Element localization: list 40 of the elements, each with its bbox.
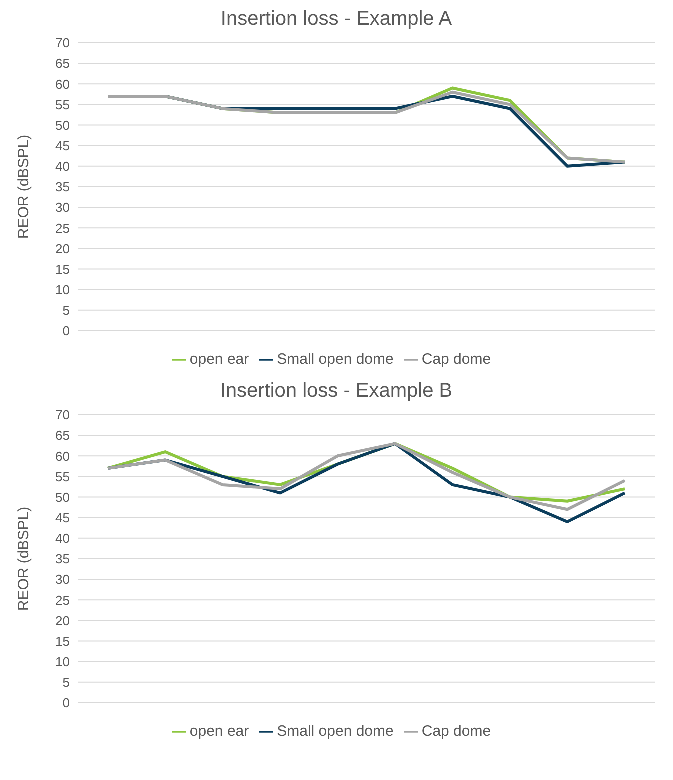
legend-label: Cap dome — [422, 351, 492, 368]
chart-title: Insertion loss - Example A — [220, 8, 452, 30]
y-tick-label: 55 — [56, 469, 70, 484]
y-tick-label: 70 — [56, 408, 70, 423]
legend-label: Small open dome — [277, 723, 394, 740]
y-tick-label: 60 — [56, 448, 70, 464]
y-tick-label: 0 — [62, 324, 70, 339]
y-tick-label: 10 — [56, 282, 70, 298]
legend-label: open ear — [190, 723, 250, 740]
y-tick-label: 15 — [56, 634, 70, 649]
y-tick-label: 50 — [56, 490, 70, 505]
y-tick-label: 25 — [56, 592, 70, 608]
chart-title: Insertion loss - Example B — [220, 380, 453, 402]
y-tick-label: 65 — [56, 428, 70, 444]
y-tick-label: 60 — [56, 76, 70, 92]
y-tick-label: 40 — [56, 159, 70, 174]
y-tick-label: 5 — [62, 675, 70, 690]
y-tick-label: 40 — [56, 531, 70, 546]
legend-label: Small open dome — [277, 351, 394, 368]
y-tick-label: 10 — [56, 654, 70, 670]
y-tick-label: 35 — [56, 552, 70, 567]
y-tick-label: 15 — [56, 262, 70, 277]
y-tick-label: 30 — [56, 572, 70, 588]
y-tick-label: 45 — [56, 138, 70, 154]
y-tick-label: 20 — [56, 241, 70, 256]
y-tick-label: 65 — [56, 56, 70, 72]
y-tick-label: 70 — [56, 36, 70, 51]
y-tick-label: 25 — [56, 220, 70, 236]
y-tick-label: 45 — [56, 510, 70, 526]
legend-label: Cap dome — [422, 723, 492, 740]
y-axis-title: REOR (dBSPL) — [15, 506, 32, 612]
legend-label: open ear — [190, 351, 250, 368]
y-axis-title: REOR (dBSPL) — [15, 134, 32, 240]
y-tick-label: 50 — [56, 118, 70, 133]
y-tick-label: 35 — [56, 180, 70, 195]
y-tick-label: 55 — [56, 97, 70, 112]
y-tick-label: 20 — [56, 613, 70, 628]
y-tick-label: 30 — [56, 200, 70, 216]
y-tick-label: 5 — [62, 303, 70, 318]
y-tick-label: 0 — [62, 696, 70, 711]
